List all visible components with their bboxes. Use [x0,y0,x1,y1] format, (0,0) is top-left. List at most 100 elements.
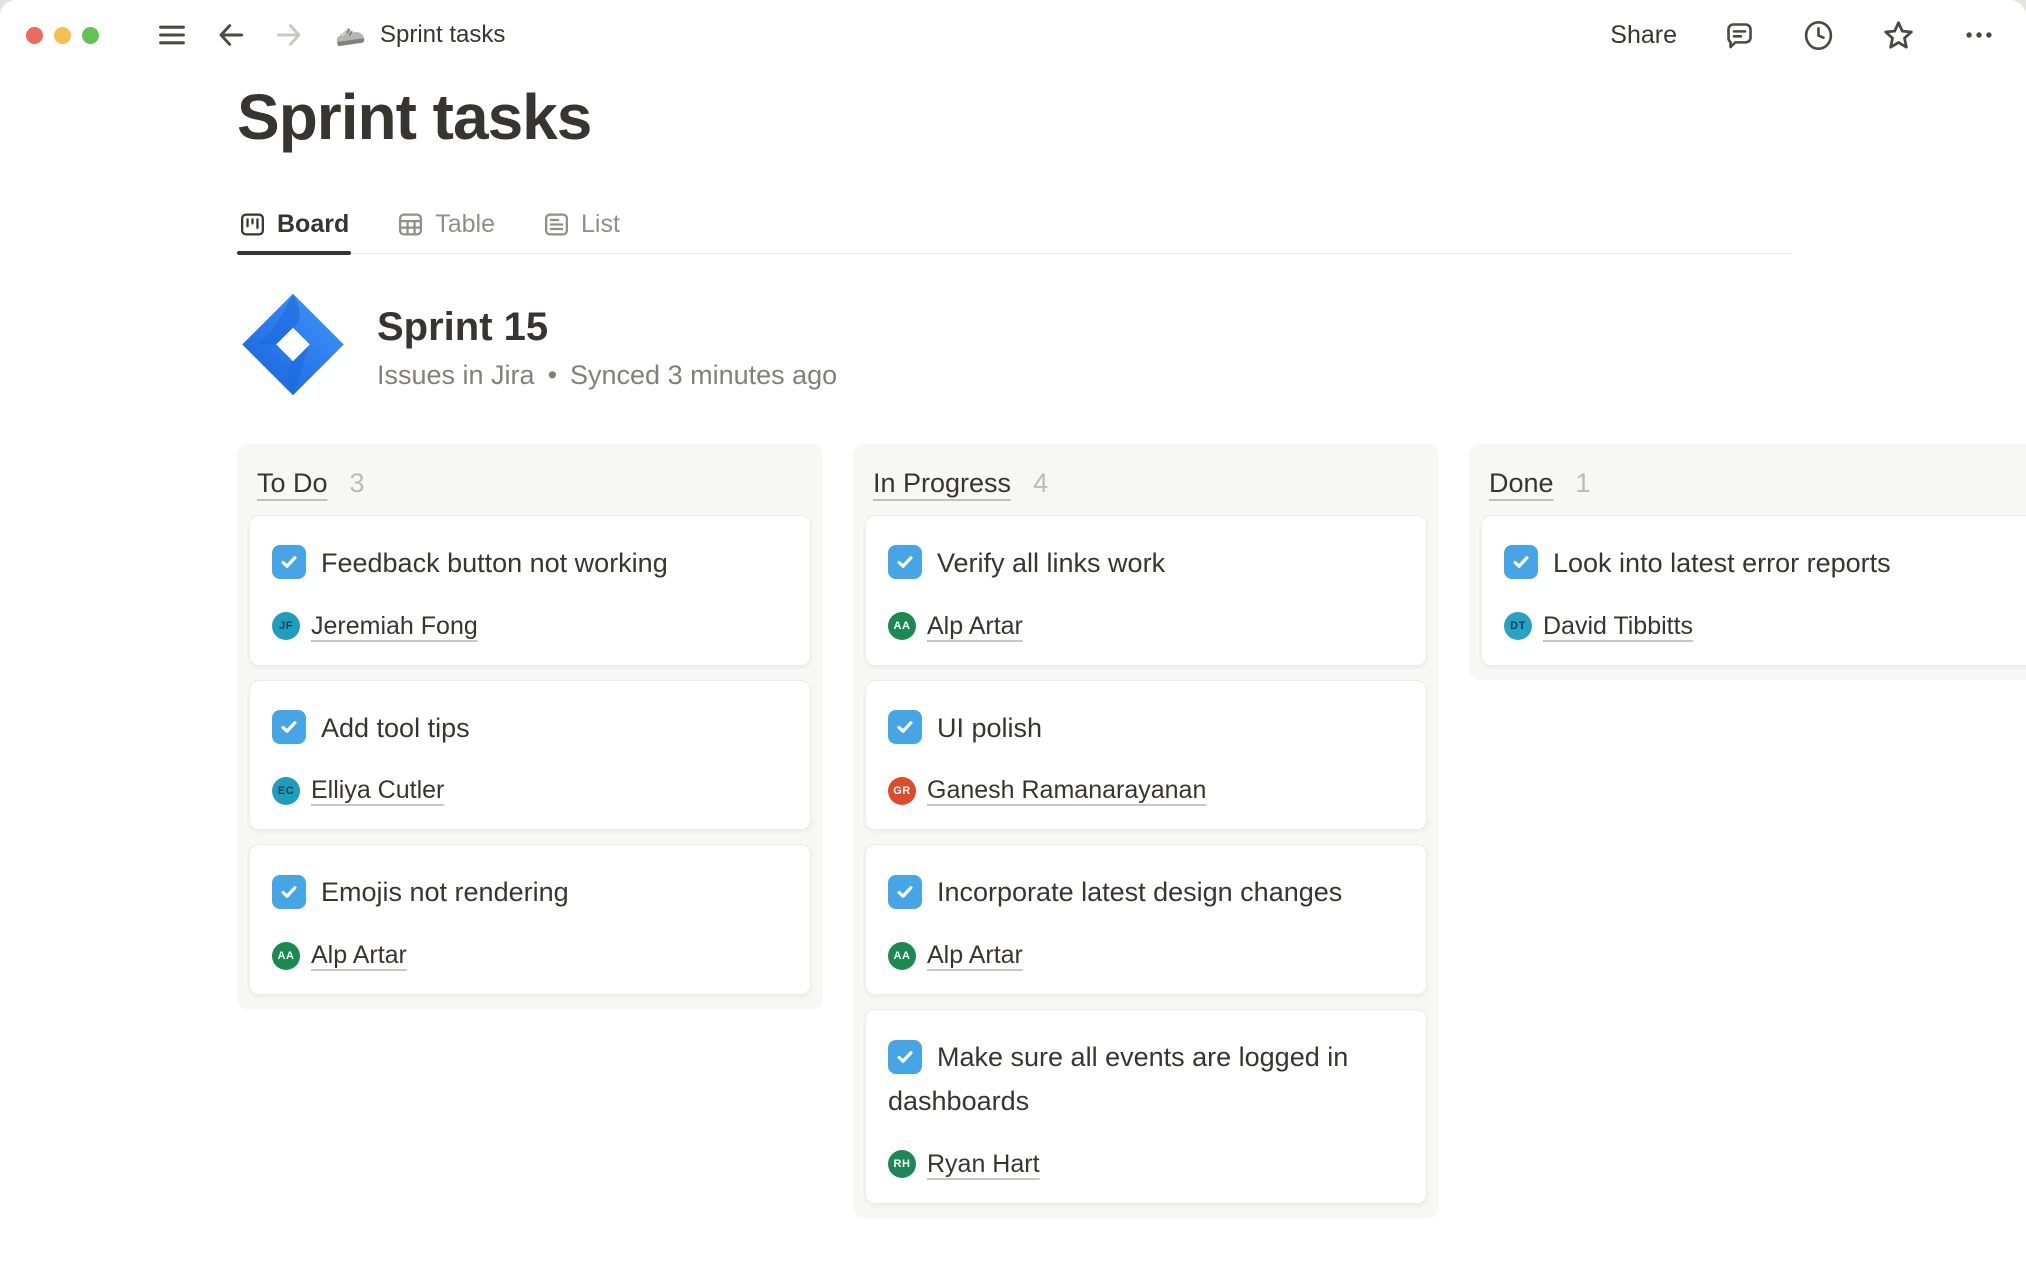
list-view-icon [543,211,570,238]
task-card[interactable]: Emojis not rendering AA Alp Artar [249,844,811,996]
assignee[interactable]: AA Alp Artar [888,941,1404,970]
breadcrumb[interactable]: Sprint tasks [335,19,505,51]
column-count: 1 [1575,468,1591,498]
checkbox-checked-icon[interactable] [272,545,306,580]
board-column: In Progress 4 Verify all links work AA A… [853,444,1439,1218]
checkbox-checked-icon[interactable] [1504,545,1538,580]
task-title: UI polish [937,712,1043,743]
checkbox-checked-icon[interactable] [272,710,306,745]
column-title[interactable]: To Do [257,468,328,498]
task-title-row: Add tool tips [272,707,788,751]
hamburger-icon [155,18,189,52]
close-window-button[interactable] [26,26,43,44]
assignee[interactable]: JF Jeremiah Fong [272,612,788,641]
checkbox-checked-icon[interactable] [888,545,922,580]
tab-board-label: Board [277,210,350,238]
tab-table-label: Table [435,210,495,238]
sneaker-icon [335,19,367,51]
task-title-row: Verify all links work [888,542,1404,586]
checkbox-checked-icon[interactable] [272,874,306,909]
column-header: Done 1 [1481,456,2026,515]
task-title-row: UI polish [888,707,1404,751]
updates-button[interactable] [1802,19,1835,52]
task-title: Make sure all events are logged in dashb… [888,1042,1349,1116]
assignee[interactable]: AA Alp Artar [888,612,1404,641]
task-title-row: Emojis not rendering [272,871,788,915]
sync-source-title: Sprint 15 [377,305,549,349]
task-card[interactable]: Verify all links work AA Alp Artar [865,515,1427,666]
task-card[interactable]: UI polish GR Ganesh Ramanarayanan [865,679,1427,831]
task-title: Feedback button not working [321,548,668,578]
comments-button[interactable] [1723,19,1756,52]
column-cards: Look into latest error reports DT David … [1481,515,2026,666]
task-title: Emojis not rendering [321,877,569,908]
column-title[interactable]: Done [1489,468,1554,498]
clock-icon [1802,19,1835,52]
board-column: Done 1 Look into latest error reports DT… [1469,444,2026,680]
checkbox-checked-icon[interactable] [888,1039,922,1074]
assignee-name: Jeremiah Fong [311,611,478,640]
comment-icon [1723,19,1756,52]
column-cards: Verify all links work AA Alp Artar UI po… [865,515,1427,1204]
tab-board[interactable]: Board [237,204,352,255]
back-button[interactable] [215,19,247,51]
checkbox-checked-icon[interactable] [888,710,922,745]
tab-table[interactable]: Table [395,204,497,253]
column-count: 4 [1033,468,1049,498]
page-title: Sprint tasks [237,81,592,153]
assignee-name: Ryan Hart [927,1149,1040,1178]
board-view-icon [239,211,266,238]
minimize-window-button[interactable] [54,26,71,44]
checkbox-checked-icon[interactable] [888,874,922,909]
page-content: Sprint tasks Board [0,80,2026,1218]
sync-provider-link[interactable]: Issues in Jira [377,360,535,390]
forward-button[interactable] [273,19,305,51]
avatar: DT [1504,612,1532,641]
task-title: Add tool tips [321,712,470,743]
more-button[interactable] [1962,18,1996,52]
share-button[interactable]: Share [1610,20,1677,49]
sidebar-toggle-button[interactable] [155,18,189,52]
task-title-row: Make sure all events are logged in dashb… [888,1036,1404,1123]
sync-source-subtitle: Issues in Jira • Synced 3 minutes ago [377,360,837,391]
star-icon [1881,18,1916,53]
assignee[interactable]: EC Elliya Cutler [272,776,788,805]
subtitle-separator: • [547,360,558,390]
assignee[interactable]: RH Ryan Hart [888,1150,1404,1179]
zoom-window-button[interactable] [82,26,99,44]
assignee[interactable]: GR Ganesh Ramanarayanan [888,776,1404,805]
back-arrow-icon [215,19,247,51]
column-count: 3 [349,468,365,498]
task-card[interactable]: Make sure all events are logged in dashb… [865,1009,1427,1204]
avatar: AA [888,612,916,641]
tab-list[interactable]: List [541,204,622,253]
board-column: To Do 3 Feedback button not working JF J… [237,444,823,1010]
column-title[interactable]: In Progress [873,468,1012,498]
avatar: EC [272,776,300,805]
tab-list-label: List [581,210,620,238]
assignee-name: Alp Artar [927,941,1023,970]
column-header: To Do 3 [249,456,811,515]
assignee[interactable]: DT David Tibbitts [1504,612,2020,641]
forward-arrow-icon [273,19,305,51]
assignee-name: David Tibbitts [1543,611,1694,640]
task-title: Incorporate latest design changes [937,877,1343,908]
jira-logo-icon [237,288,349,408]
assignee-name: Alp Artar [311,941,407,970]
avatar: JF [272,612,300,641]
table-view-icon [397,211,424,238]
task-card[interactable]: Look into latest error reports DT David … [1481,515,2026,666]
avatar: GR [888,776,916,805]
task-title-row: Feedback button not working [272,542,788,586]
task-card[interactable]: Feedback button not working JF Jeremiah … [249,515,811,666]
task-card[interactable]: Incorporate latest design changes AA Alp… [865,844,1427,996]
column-cards: Feedback button not working JF Jeremiah … [249,515,811,996]
column-header: In Progress 4 [865,456,1427,515]
breadcrumb-label: Sprint tasks [380,21,506,48]
task-card[interactable]: Add tool tips EC Elliya Cutler [249,679,811,831]
avatar: RH [888,1150,916,1179]
assignee[interactable]: AA Alp Artar [272,941,788,970]
task-title: Look into latest error reports [1553,548,1891,578]
favorite-button[interactable] [1881,18,1916,53]
